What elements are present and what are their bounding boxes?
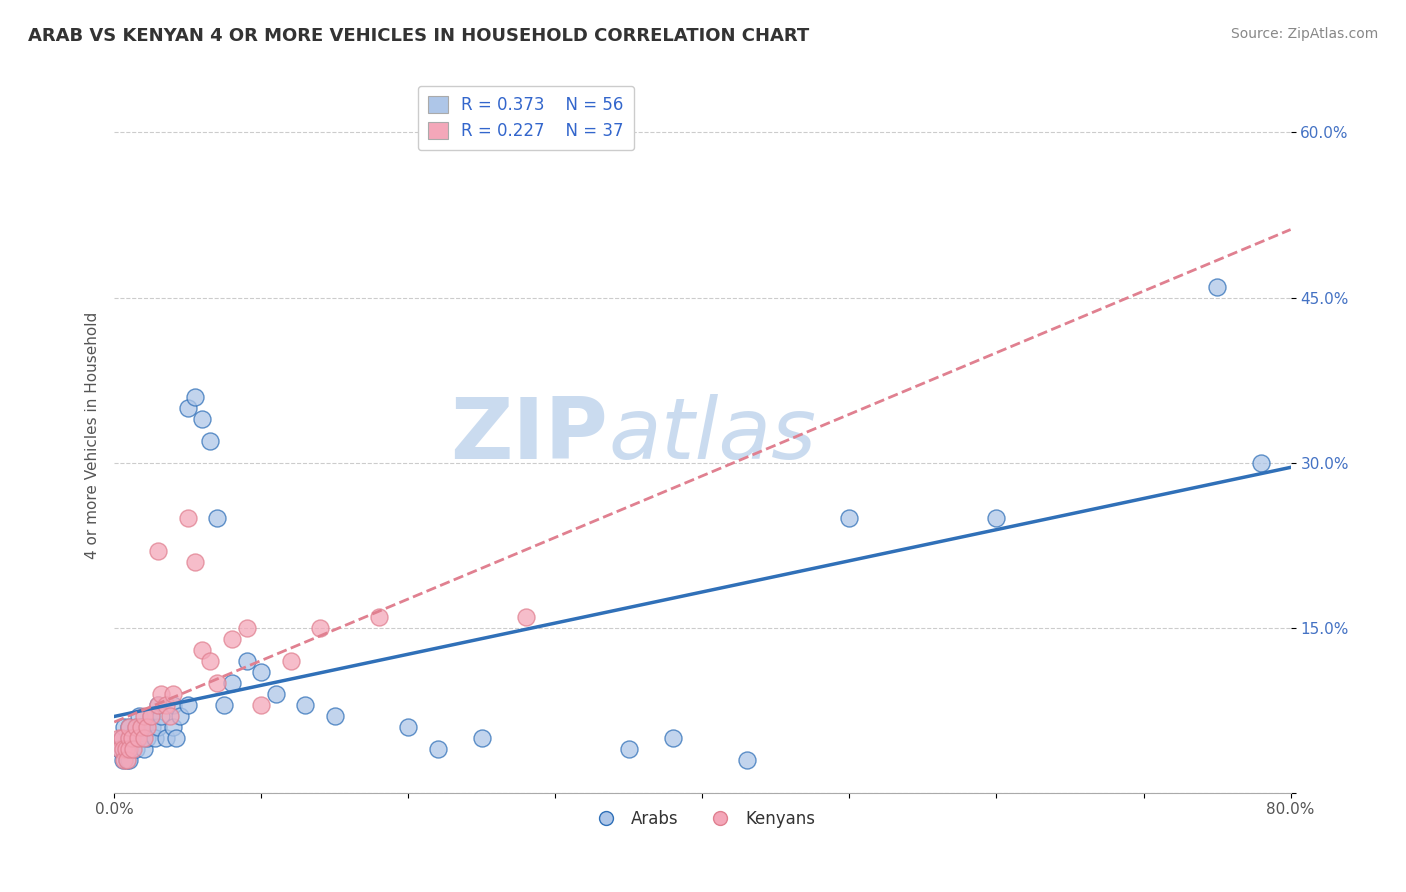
Point: [471, 731, 494, 745]
Point: [155, 731, 177, 745]
Point: [122, 731, 145, 745]
Point: [118, 720, 141, 734]
Point: [367, 609, 389, 624]
Point: [108, 741, 131, 756]
Point: [169, 708, 191, 723]
Point: [838, 510, 860, 524]
Point: [117, 753, 139, 767]
Point: [127, 731, 149, 745]
Point: [198, 654, 221, 668]
Text: atlas: atlas: [609, 393, 817, 476]
Point: [114, 753, 136, 767]
Point: [148, 720, 170, 734]
Point: [127, 731, 149, 745]
Point: [165, 731, 187, 745]
Point: [162, 720, 184, 734]
Point: [264, 687, 287, 701]
Point: [735, 753, 758, 767]
Point: [107, 741, 129, 756]
Point: [125, 741, 148, 756]
Point: [132, 741, 155, 756]
Point: [129, 720, 152, 734]
Point: [294, 698, 316, 712]
Point: [121, 741, 143, 756]
Point: [115, 741, 138, 756]
Point: [132, 731, 155, 745]
Point: [1250, 456, 1272, 470]
Point: [198, 434, 221, 448]
Point: [107, 731, 129, 745]
Point: [205, 675, 228, 690]
Point: [118, 741, 141, 756]
Point: [139, 708, 162, 723]
Point: [177, 401, 200, 415]
Point: [162, 698, 184, 712]
Point: [177, 698, 200, 712]
Point: [515, 609, 537, 624]
Point: [159, 708, 181, 723]
Point: [125, 720, 148, 734]
Point: [280, 654, 302, 668]
Text: ARAB VS KENYAN 4 OR MORE VEHICLES IN HOUSEHOLD CORRELATION CHART: ARAB VS KENYAN 4 OR MORE VEHICLES IN HOU…: [28, 27, 810, 45]
Point: [125, 720, 148, 734]
Point: [986, 510, 1008, 524]
Point: [118, 720, 141, 734]
Point: [111, 741, 134, 756]
Point: [162, 687, 184, 701]
Y-axis label: 4 or more Vehicles in Household: 4 or more Vehicles in Household: [86, 311, 100, 558]
Point: [110, 731, 132, 745]
Point: [118, 753, 141, 767]
Point: [323, 708, 346, 723]
Point: [155, 698, 177, 712]
Point: [114, 720, 136, 734]
Point: [118, 731, 141, 745]
Point: [128, 708, 150, 723]
Point: [250, 698, 273, 712]
Text: Source: ZipAtlas.com: Source: ZipAtlas.com: [1230, 27, 1378, 41]
Point: [150, 708, 173, 723]
Point: [148, 543, 170, 558]
Point: [221, 632, 243, 646]
Point: [111, 753, 134, 767]
Point: [221, 675, 243, 690]
Point: [191, 411, 214, 425]
Point: [110, 731, 132, 745]
Point: [426, 741, 449, 756]
Point: [132, 708, 155, 723]
Point: [131, 731, 153, 745]
Point: [145, 731, 167, 745]
Point: [129, 720, 152, 734]
Point: [309, 621, 332, 635]
Point: [150, 687, 173, 701]
Point: [148, 698, 170, 712]
Point: [1206, 279, 1229, 293]
Point: [235, 621, 257, 635]
Point: [122, 741, 145, 756]
Point: [177, 510, 200, 524]
Point: [205, 510, 228, 524]
Point: [662, 731, 685, 745]
Legend: Arabs, Kenyans: Arabs, Kenyans: [582, 803, 823, 834]
Point: [118, 741, 141, 756]
Point: [214, 698, 236, 712]
Point: [191, 642, 214, 657]
Point: [115, 741, 138, 756]
Point: [135, 720, 157, 734]
Point: [118, 731, 141, 745]
Point: [617, 741, 640, 756]
Point: [396, 720, 419, 734]
Point: [235, 654, 257, 668]
Text: ZIP: ZIP: [450, 393, 609, 476]
Point: [135, 731, 157, 745]
Point: [118, 731, 141, 745]
Point: [141, 720, 163, 734]
Point: [250, 665, 273, 679]
Point: [121, 731, 143, 745]
Point: [117, 753, 139, 767]
Point: [132, 720, 155, 734]
Point: [139, 708, 162, 723]
Point: [148, 698, 170, 712]
Point: [184, 555, 207, 569]
Point: [184, 390, 207, 404]
